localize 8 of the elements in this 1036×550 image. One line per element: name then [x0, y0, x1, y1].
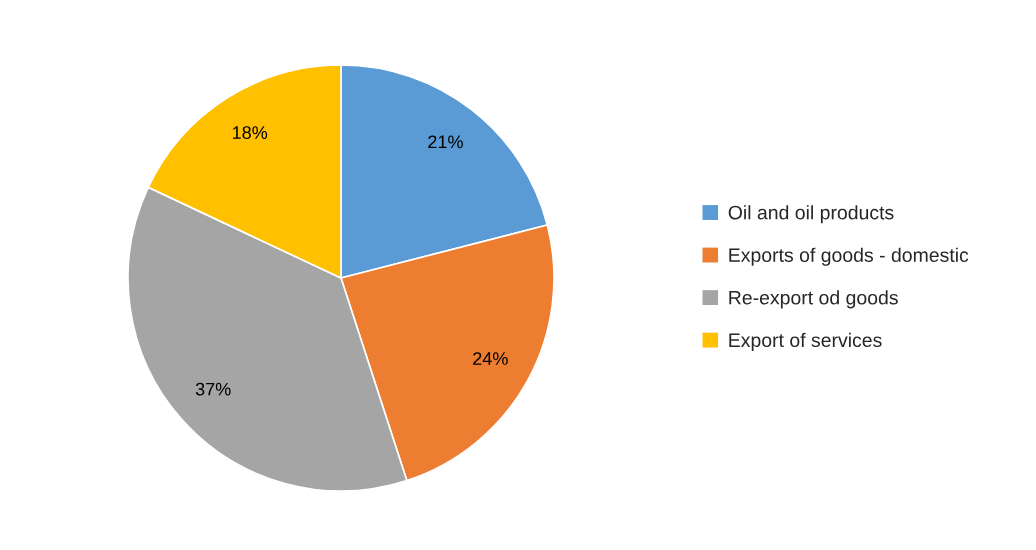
legend-label: Oil and oil products: [728, 205, 894, 224]
data-label: 37%: [195, 382, 231, 396]
legend-label: Re-export od goods: [729, 290, 898, 309]
legend-label: Export of services: [729, 332, 882, 351]
legend-label: Exports of goods - domestic: [729, 247, 969, 266]
data-label: 18%: [233, 126, 268, 139]
data-label: 21%: [428, 135, 463, 149]
data-label: 24%: [473, 352, 508, 365]
